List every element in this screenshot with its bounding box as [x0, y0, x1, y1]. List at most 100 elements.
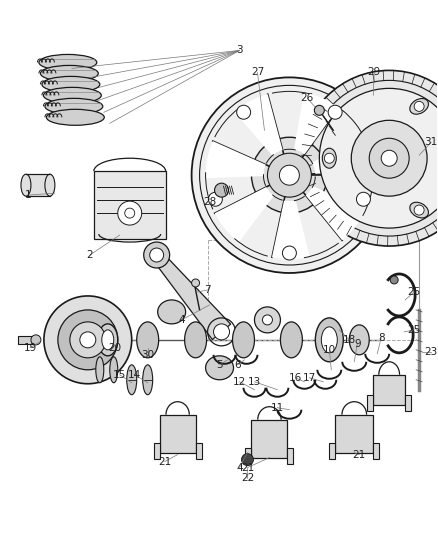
Ellipse shape [158, 300, 186, 324]
Circle shape [191, 77, 387, 273]
Polygon shape [373, 375, 405, 405]
Ellipse shape [45, 99, 103, 114]
Ellipse shape [280, 322, 302, 358]
Text: 22: 22 [241, 473, 254, 482]
Circle shape [319, 88, 438, 228]
Ellipse shape [322, 148, 336, 168]
Circle shape [191, 279, 200, 287]
Circle shape [80, 332, 96, 348]
Polygon shape [294, 93, 339, 154]
Ellipse shape [39, 54, 97, 70]
Ellipse shape [45, 174, 55, 196]
Text: 5: 5 [216, 360, 223, 370]
Circle shape [283, 246, 297, 260]
Polygon shape [234, 94, 283, 156]
Ellipse shape [102, 330, 114, 350]
Text: 11: 11 [271, 403, 284, 413]
Ellipse shape [233, 322, 254, 358]
Polygon shape [205, 141, 266, 178]
Circle shape [150, 248, 164, 262]
Text: 8: 8 [378, 333, 385, 343]
Polygon shape [196, 442, 201, 458]
Circle shape [214, 324, 230, 340]
Text: 25: 25 [407, 325, 421, 335]
Ellipse shape [42, 76, 100, 92]
Text: 26: 26 [301, 93, 314, 103]
Circle shape [414, 205, 424, 215]
Circle shape [324, 153, 334, 163]
Circle shape [314, 106, 324, 115]
Text: 3: 3 [236, 45, 243, 55]
Ellipse shape [254, 307, 280, 333]
Text: 9: 9 [354, 339, 360, 349]
Text: 12: 12 [233, 377, 246, 387]
Polygon shape [94, 171, 166, 239]
Text: 10: 10 [323, 345, 336, 355]
Text: 15: 15 [113, 370, 127, 380]
Text: 2: 2 [86, 250, 93, 260]
Circle shape [125, 208, 135, 218]
Text: 19: 19 [23, 343, 36, 353]
Ellipse shape [43, 87, 101, 103]
Polygon shape [215, 187, 274, 242]
Polygon shape [272, 200, 310, 259]
Circle shape [144, 242, 170, 268]
Circle shape [58, 310, 118, 370]
Text: 17: 17 [303, 373, 316, 383]
Polygon shape [405, 395, 411, 411]
Polygon shape [245, 448, 251, 464]
Text: 21: 21 [241, 463, 254, 473]
Ellipse shape [315, 318, 343, 362]
Text: 7: 7 [204, 285, 211, 295]
Polygon shape [312, 134, 373, 174]
Ellipse shape [143, 365, 153, 395]
Circle shape [241, 454, 254, 466]
Text: 23: 23 [424, 347, 438, 357]
Polygon shape [329, 442, 336, 458]
Text: 20: 20 [108, 343, 121, 353]
Ellipse shape [349, 325, 369, 355]
Polygon shape [160, 415, 196, 453]
Circle shape [357, 192, 371, 206]
Circle shape [215, 183, 229, 197]
Circle shape [262, 315, 272, 325]
Text: 18: 18 [343, 335, 356, 345]
Ellipse shape [321, 327, 337, 353]
Circle shape [70, 322, 106, 358]
Polygon shape [287, 448, 293, 464]
Ellipse shape [205, 356, 233, 380]
Ellipse shape [410, 202, 428, 218]
Circle shape [414, 101, 424, 111]
Ellipse shape [46, 109, 104, 125]
Circle shape [369, 138, 409, 178]
Text: 1: 1 [25, 190, 31, 200]
Text: 4: 4 [236, 463, 243, 473]
Circle shape [208, 192, 223, 206]
Text: 28: 28 [203, 197, 216, 207]
Circle shape [237, 105, 251, 119]
Ellipse shape [40, 66, 98, 82]
Polygon shape [306, 186, 365, 240]
Circle shape [31, 335, 41, 345]
Ellipse shape [127, 365, 137, 395]
Polygon shape [367, 395, 373, 411]
Circle shape [118, 201, 142, 225]
Text: 14: 14 [128, 370, 141, 380]
Polygon shape [18, 336, 34, 344]
Circle shape [200, 85, 379, 265]
Polygon shape [373, 442, 379, 458]
Polygon shape [251, 419, 287, 458]
Ellipse shape [110, 357, 118, 383]
Circle shape [328, 105, 342, 119]
Text: 13: 13 [248, 377, 261, 387]
Text: 21: 21 [353, 450, 366, 459]
Circle shape [381, 150, 397, 166]
Circle shape [311, 80, 438, 236]
Text: 30: 30 [141, 350, 154, 360]
Text: 27: 27 [251, 67, 264, 77]
Polygon shape [336, 415, 373, 453]
Text: 31: 31 [424, 138, 438, 147]
Ellipse shape [137, 322, 159, 358]
Text: 25: 25 [407, 287, 421, 297]
Circle shape [390, 276, 398, 284]
